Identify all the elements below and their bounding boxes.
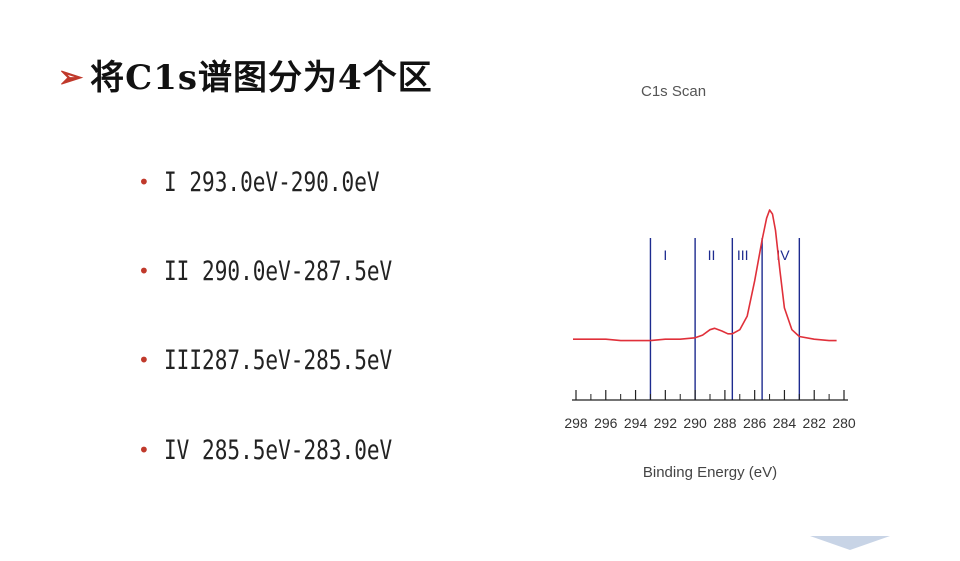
- bullet-item: • II 290.0eV-287.5eV: [138, 251, 457, 291]
- spectrum-curve: [573, 209, 837, 342]
- bullet-dot-icon: •: [138, 170, 150, 194]
- x-tick-label: 280: [832, 415, 856, 431]
- region-label: III: [737, 247, 749, 263]
- arrow-bullet-icon: ➢: [58, 60, 85, 95]
- bullet-text: III287.5eV-285.5eV: [164, 344, 393, 376]
- bullet-item: • III287.5eV-285.5eV: [138, 340, 457, 380]
- x-tick-label: 290: [683, 415, 707, 431]
- decorative-triangle: [810, 536, 890, 550]
- region-label: II: [708, 247, 716, 263]
- x-tick-label: 298: [564, 415, 588, 431]
- x-axis-label: Binding Energy (eV): [643, 464, 777, 481]
- x-tick-label: 282: [803, 415, 827, 431]
- region-label: IV: [776, 247, 790, 263]
- bullet-dot-icon: •: [138, 259, 150, 283]
- bullet-item: • I 293.0eV-290.0eV: [138, 162, 440, 202]
- x-tick-label: 296: [594, 415, 618, 431]
- x-tick-label: 288: [713, 415, 737, 431]
- x-tick-label: 284: [773, 415, 797, 431]
- x-tick-label: 286: [743, 415, 767, 431]
- slide-title-text: 将C1s谱图分为4个区: [90, 58, 433, 98]
- chart-title: C1s Scan: [641, 83, 706, 100]
- bullet-text: II 290.0eV-287.5eV: [164, 255, 393, 287]
- bullet-dot-icon: •: [138, 438, 150, 462]
- bullet-text: I 293.0eV-290.0eV: [164, 166, 380, 198]
- x-tick-label: 294: [624, 415, 648, 431]
- slide-title: ➢ 将C1s谱图分为4个区: [58, 50, 433, 99]
- x-tick-label: 292: [654, 415, 678, 431]
- region-label: I: [663, 247, 667, 263]
- bullet-dot-icon: •: [138, 348, 150, 372]
- bullet-item: • IV 285.5eV-283.0eV: [138, 430, 457, 470]
- bullet-text: IV 285.5eV-283.0eV: [164, 434, 393, 466]
